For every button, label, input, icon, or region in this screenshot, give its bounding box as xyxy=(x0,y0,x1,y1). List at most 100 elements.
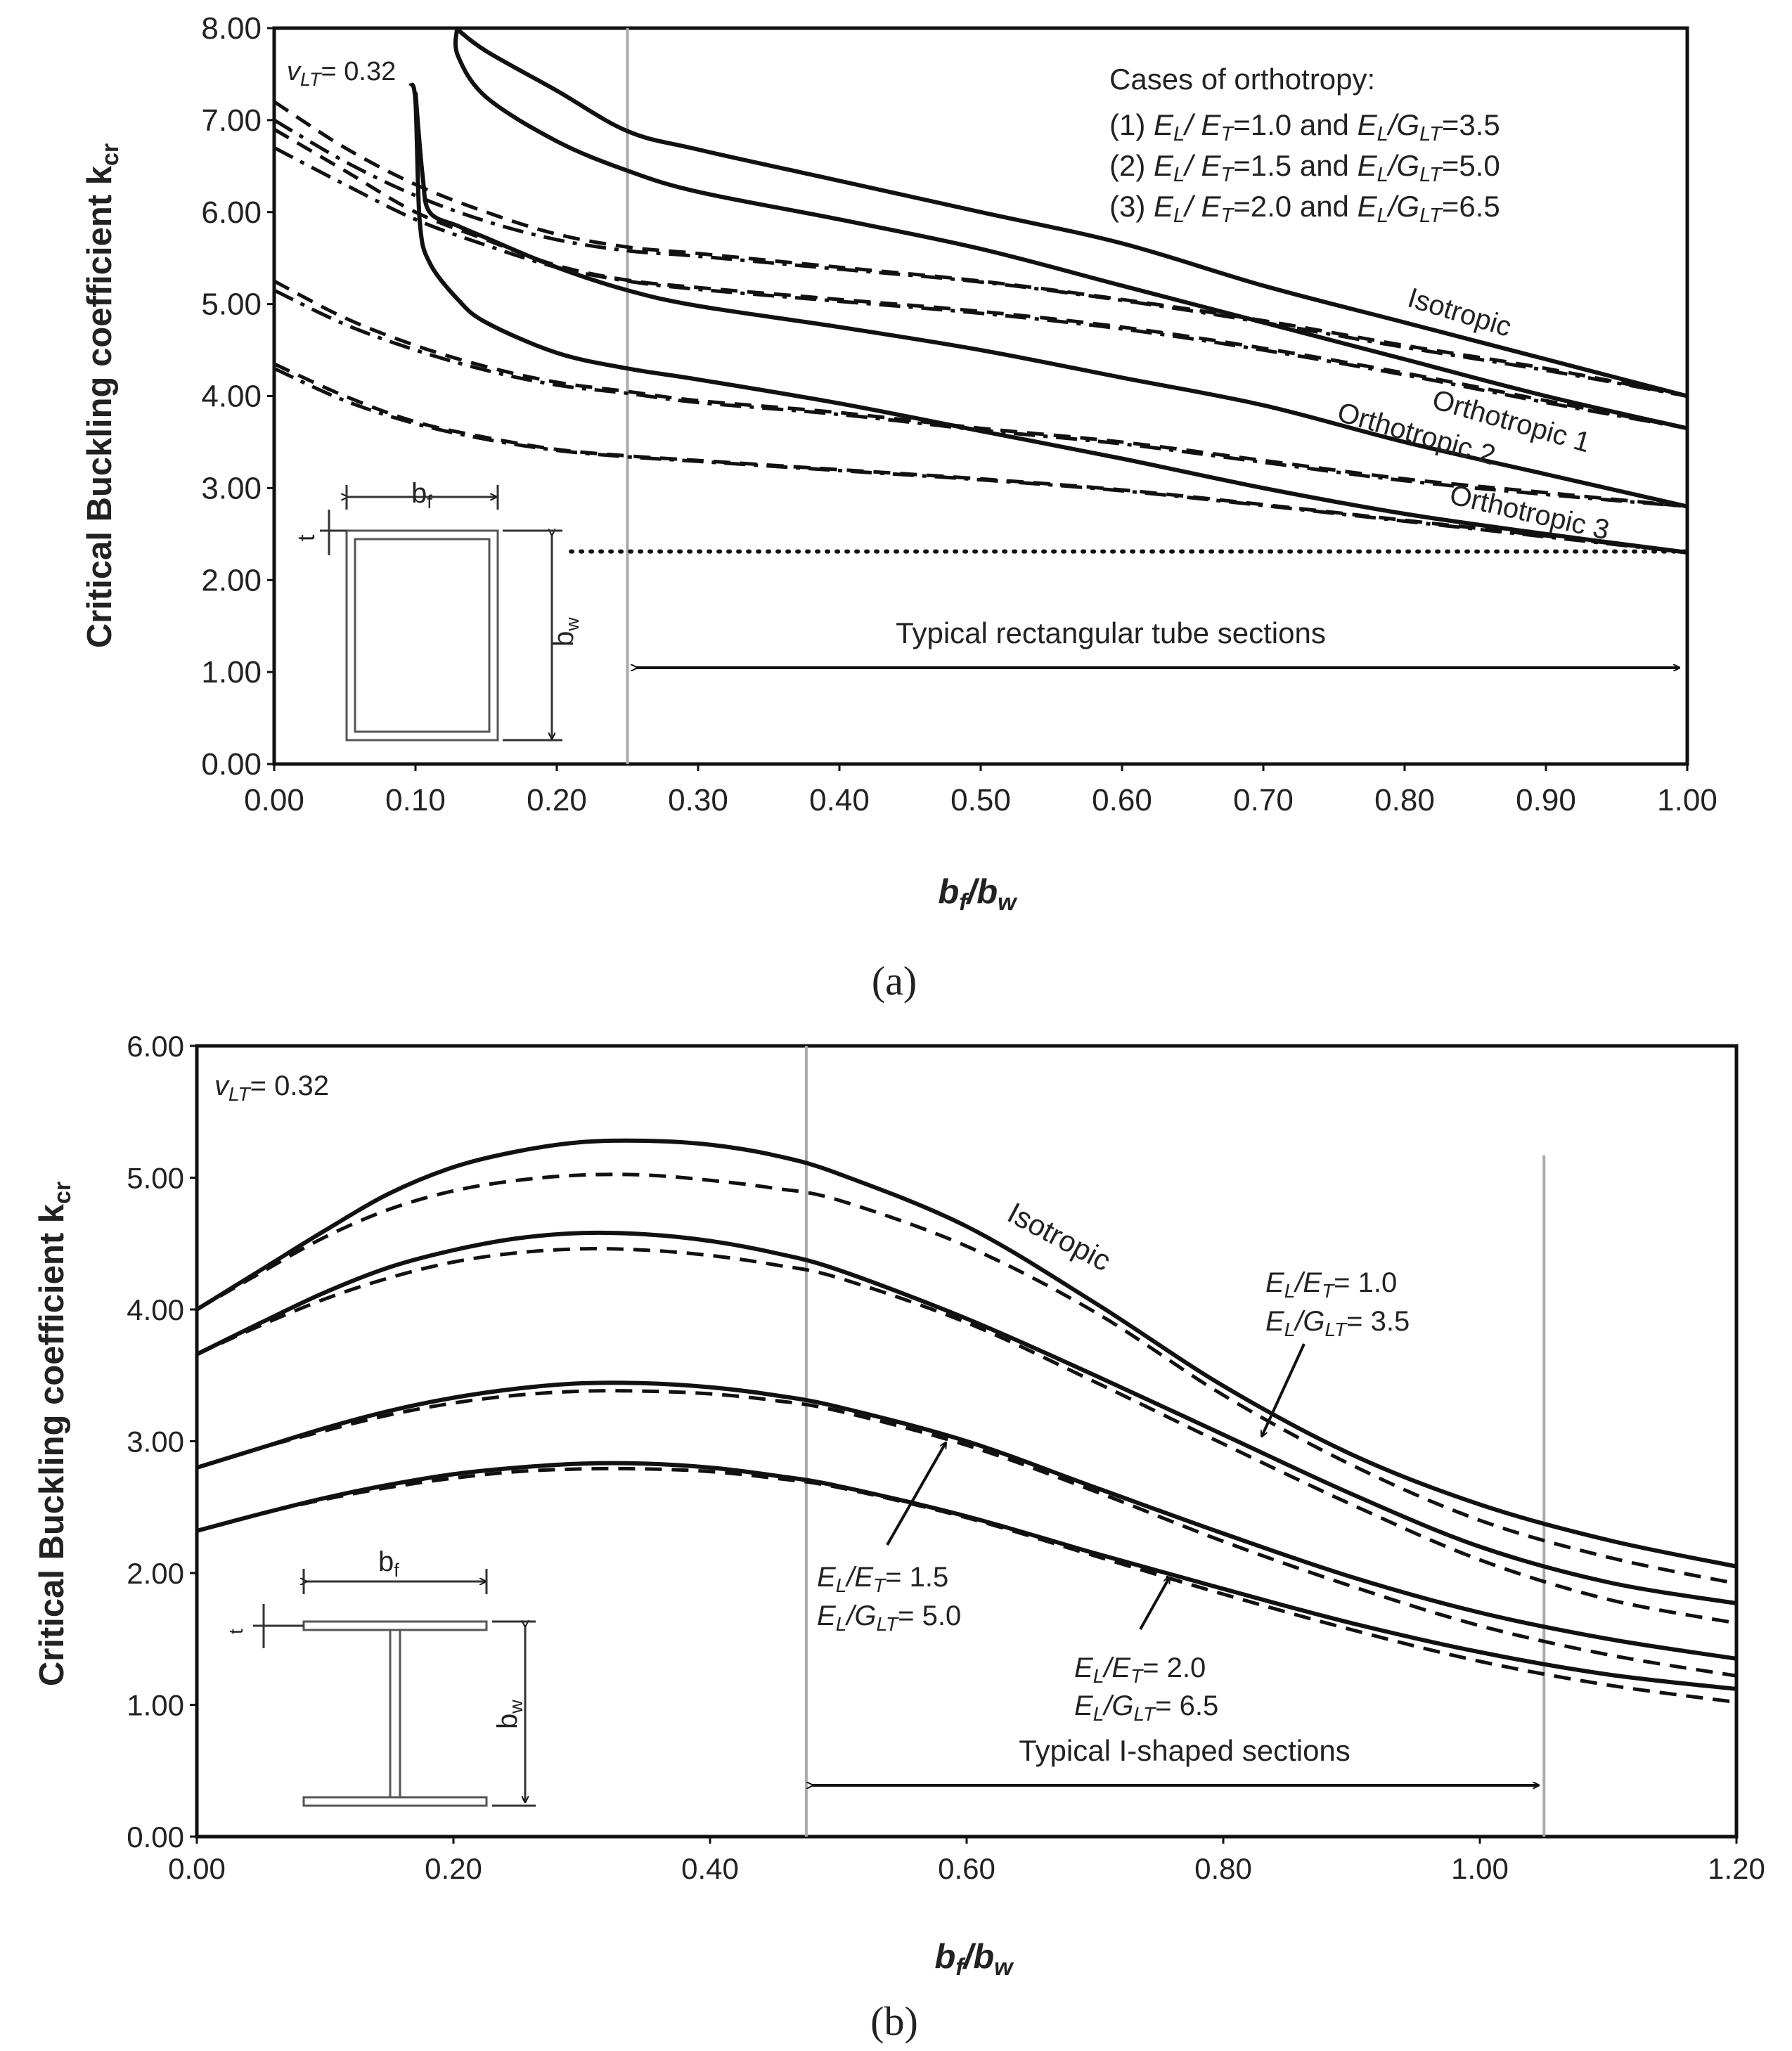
panel-a-caption: (a) xyxy=(872,958,917,1004)
panel-b-axes: 0.00 1.00 2.00 3.00 4.00 5.00 6.00 0.00 0.20 0.40… xyxy=(127,1030,1765,1885)
series-line-dashed xyxy=(196,1389,1737,1678)
annotation-ratio-1-0: EL/ET= 1.0 EL/GLT= 3.5 xyxy=(1262,1267,1410,1436)
x-tick-label: 0.20 xyxy=(527,783,587,817)
rectangular-tube-section-inset xyxy=(320,485,562,742)
series-line-solid xyxy=(413,92,1688,509)
y-tick-label: 1.00 xyxy=(127,1689,184,1722)
series-line-dashdot xyxy=(273,288,1688,509)
y-tick-label: 7.00 xyxy=(201,103,262,138)
y-tick-label: 6.00 xyxy=(201,195,262,230)
panel-a-range-label: Typical rectangular tube sections xyxy=(896,616,1326,649)
x-tick-label: 0.70 xyxy=(1233,783,1294,817)
inset-a-web-label: bw xyxy=(548,617,583,647)
x-tick-label: 1.20 xyxy=(1708,1852,1765,1885)
panel-b-caption: (b) xyxy=(870,1998,918,2044)
y-tick-label: 5.00 xyxy=(127,1162,184,1195)
series-line-dashed xyxy=(273,100,1688,398)
panel-b-chart: 0.00 1.00 2.00 3.00 4.00 5.00 6.00 0.00 0.20 0.40… xyxy=(33,1030,1765,1981)
y-tick-label: 2.00 xyxy=(127,1557,184,1590)
annotation-2-line-1: EL/ET= 1.5 xyxy=(817,1562,948,1596)
y-tick-label: 0.00 xyxy=(201,747,262,782)
series-line-dashdot xyxy=(273,366,1688,555)
x-tick-label: 0.00 xyxy=(168,1852,226,1885)
inset-b-flange-label: bf xyxy=(378,1546,399,1581)
annotation-ratio-2-0: EL/ET= 2.0 EL/GLT= 6.5 xyxy=(1074,1578,1218,1725)
annotation-2-arrow xyxy=(886,1443,946,1546)
inset-b-thickness-label: t xyxy=(225,1629,247,1634)
panel-b-y-axis-label: Critical Buckling coefficient kcr xyxy=(33,1182,76,1686)
series-line-solid xyxy=(196,1461,1737,1691)
tube-inner-wall xyxy=(354,538,491,733)
series-line-solid xyxy=(454,26,1688,399)
x-tick-label: 1.00 xyxy=(1451,1852,1509,1885)
annotation-ratio-1-5: EL/ET= 1.5 EL/GLT= 5.0 xyxy=(817,1443,961,1635)
x-tick-label: 0.20 xyxy=(425,1852,482,1885)
x-tick-label: 0.60 xyxy=(938,1852,995,1885)
x-tick-label: 0.80 xyxy=(1374,783,1435,817)
series-line-dashed xyxy=(195,1247,1737,1625)
y-tick-label: 4.00 xyxy=(127,1293,184,1326)
panel-a-chart: 0.00 1.00 2.00 3.00 4.00 5.00 6.00 7.00 8.00 0.00… xyxy=(81,11,1717,916)
panel-b-series xyxy=(195,1046,1737,1837)
inset-b-web-label: bw xyxy=(492,1700,527,1729)
top-flange xyxy=(302,1620,488,1631)
y-tick-label: 8.00 xyxy=(201,11,262,46)
y-tick-label: 4.00 xyxy=(201,380,262,414)
legend-line-2: (2) EL/ ET=1.5 and EL/GLT=5.0 xyxy=(1109,149,1500,186)
panel-a-series xyxy=(273,26,1689,764)
x-tick-label: 0.10 xyxy=(385,783,446,817)
series-line-dashed xyxy=(273,127,1688,430)
series-line-solid xyxy=(195,1230,1737,1606)
x-tick-label: 0.80 xyxy=(1194,1852,1252,1885)
i-section-inset xyxy=(253,1569,536,1807)
panel-b-range-label: Typical I-shaped sections xyxy=(1019,1734,1351,1767)
y-tick-label: 3.00 xyxy=(127,1425,184,1458)
legend-title: Cases of orthotropy: xyxy=(1109,63,1375,96)
annotation-2-line-2: EL/GLT= 5.0 xyxy=(817,1600,961,1635)
x-tick-label: 1.00 xyxy=(1657,783,1717,817)
legend-line-3: (3) EL/ ET=2.0 and EL/GLT=6.5 xyxy=(1109,190,1500,227)
annotation-1-arrow xyxy=(1262,1343,1306,1436)
panel-a-axes: 0.00 1.00 2.00 3.00 4.00 5.00 6.00 7.00 8.00 0.00… xyxy=(201,11,1717,817)
y-tick-label: 6.00 xyxy=(127,1030,184,1063)
inset-a-thickness-label: t xyxy=(293,534,320,541)
x-tick-label: 0.00 xyxy=(244,783,304,817)
y-tick-label: 3.00 xyxy=(201,471,262,505)
y-tick-label: 1.00 xyxy=(201,655,262,690)
panel-b-poisson-label: vLT= 0.32 xyxy=(214,1070,329,1105)
curve-label-b-isotropic: Isotropic xyxy=(1003,1196,1116,1277)
series-line-solid xyxy=(408,82,1688,555)
annotation-1-line-2: EL/GLT= 3.5 xyxy=(1265,1306,1410,1340)
legend-line-1: (1) EL/ ET=1.0 and EL/GLT=3.5 xyxy=(1109,108,1500,145)
curve-label-isotropic: Isotropic xyxy=(1404,283,1514,343)
series-line-dashed xyxy=(196,1466,1737,1704)
y-tick-label: 5.00 xyxy=(201,287,262,322)
panel-b-x-axis-label: bf/bw xyxy=(934,1938,1014,1981)
x-tick-label: 0.60 xyxy=(1092,783,1152,817)
panel-a-x-axis-label: bf/bw xyxy=(938,873,1018,916)
x-tick-label: 0.90 xyxy=(1516,783,1576,817)
bottom-flange xyxy=(302,1796,488,1807)
series-line-dashed xyxy=(195,1172,1737,1586)
x-tick-label: 0.40 xyxy=(809,783,870,817)
y-tick-label: 0.00 xyxy=(127,1820,184,1853)
series-line-solid xyxy=(195,1138,1737,1569)
tube-outer-wall xyxy=(345,529,499,742)
inset-a-flange-label: bf xyxy=(411,478,432,512)
y-tick-label: 2.00 xyxy=(201,563,262,597)
web-plate xyxy=(389,1629,401,1799)
annotation-3-line-2: EL/GLT= 6.5 xyxy=(1074,1690,1218,1725)
series-line-solid xyxy=(453,27,1688,431)
series-line-dashdot xyxy=(273,145,1688,430)
series-line-solid xyxy=(196,1380,1737,1661)
x-tick-label: 0.50 xyxy=(950,783,1011,817)
panel-a-y-axis-label: Critical Buckling coefficient kcr xyxy=(81,143,124,648)
panel-a-legend: Cases of orthotropy: (1) EL/ ET=1.0 and … xyxy=(1109,63,1500,227)
series-line-dashed xyxy=(273,279,1688,509)
annotation-1-line-1: EL/ET= 1.0 xyxy=(1265,1267,1397,1302)
annotation-3-arrow xyxy=(1139,1578,1169,1630)
x-tick-label: 0.40 xyxy=(681,1852,739,1885)
annotation-3-line-1: EL/ET= 2.0 xyxy=(1074,1652,1206,1687)
panel-a-poisson-label: vLT= 0.32 xyxy=(287,57,396,90)
